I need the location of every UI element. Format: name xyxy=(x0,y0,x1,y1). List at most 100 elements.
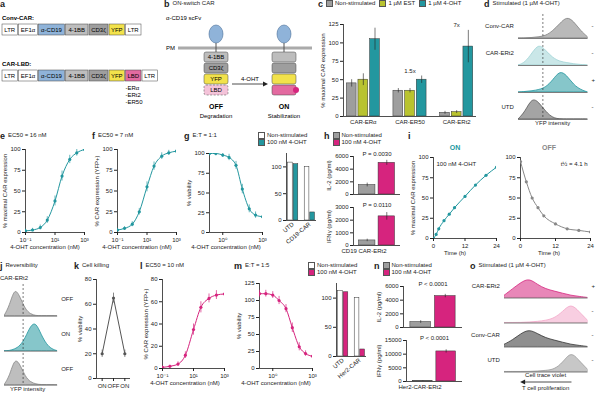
svg-text:ON: ON xyxy=(279,103,290,110)
svg-text:10⁻¹: 10⁻¹ xyxy=(20,237,32,243)
svg-text:10¹: 10¹ xyxy=(189,373,198,379)
svg-text:80: 80 xyxy=(85,276,92,282)
svg-text:10⁰: 10⁰ xyxy=(218,237,228,243)
svg-text:10⁻¹: 10⁻¹ xyxy=(112,237,124,243)
svg-text:LTR: LTR xyxy=(128,27,140,33)
svg-text:100: 100 xyxy=(10,146,21,152)
svg-text:P = 0.0030: P = 0.0030 xyxy=(362,151,392,157)
svg-text:10¹: 10¹ xyxy=(143,237,152,243)
svg-text:6000: 6000 xyxy=(385,283,399,289)
svg-text:P < 0.0001: P < 0.0001 xyxy=(420,335,450,341)
svg-text:-ERt2: -ERt2 xyxy=(126,92,142,98)
svg-text:25: 25 xyxy=(248,348,255,354)
svg-text:4-OHT: 4-OHT xyxy=(241,76,259,82)
svg-text:CD19-CAR: CD19-CAR xyxy=(285,221,312,245)
svg-text:CAR-LBD:: CAR-LBD: xyxy=(2,61,31,67)
svg-text:4000: 4000 xyxy=(385,297,399,303)
svg-text:50: 50 xyxy=(275,191,282,197)
svg-text:2000: 2000 xyxy=(335,179,349,185)
svg-text:50: 50 xyxy=(106,188,113,194)
svg-text:12: 12 xyxy=(462,243,469,249)
svg-text:YFP: YFP xyxy=(111,73,123,79)
svg-text:24: 24 xyxy=(587,243,594,249)
svg-text:IL-2 (pg/ml): IL-2 (pg/ml) xyxy=(326,160,332,191)
svg-text:100 nM 4-OHT: 100 nM 4-OHT xyxy=(437,161,477,167)
svg-text:50: 50 xyxy=(422,195,429,201)
svg-text:100: 100 xyxy=(418,154,429,160)
svg-text:40: 40 xyxy=(85,326,92,332)
svg-text:CD3ζ: CD3ζ xyxy=(209,65,224,71)
svg-text:4000: 4000 xyxy=(335,166,349,172)
svg-text:60: 60 xyxy=(85,301,92,307)
svg-text:UTD: UTD xyxy=(282,221,296,234)
svg-text:LBD: LBD xyxy=(210,87,222,93)
svg-text:0: 0 xyxy=(345,191,349,197)
svg-text:IL-2 (pg/ml): IL-2 (pg/ml) xyxy=(376,292,382,323)
svg-text:25: 25 xyxy=(422,215,429,221)
svg-text:0: 0 xyxy=(328,353,332,359)
svg-text:LTR: LTR xyxy=(4,73,16,79)
svg-text:0: 0 xyxy=(432,243,436,249)
svg-text:0: 0 xyxy=(251,365,255,371)
svg-text:50: 50 xyxy=(332,77,339,83)
svg-text:100: 100 xyxy=(102,146,113,152)
svg-text:% CAR expression (YFP+): % CAR expression (YFP+) xyxy=(143,288,149,359)
svg-text:% maximal CAR expression: % maximal CAR expression xyxy=(2,154,8,228)
svg-text:0: 0 xyxy=(109,229,113,235)
svg-text:α-CD19 scFv: α-CD19 scFv xyxy=(166,15,201,21)
svg-text:% viability: % viability xyxy=(186,180,192,207)
svg-text:75: 75 xyxy=(422,175,429,181)
svg-text:4-1BB: 4-1BB xyxy=(208,54,225,60)
svg-text:75: 75 xyxy=(14,167,21,173)
svg-text:100: 100 xyxy=(505,154,516,160)
svg-text:EF1α: EF1α xyxy=(21,27,36,33)
svg-text:EF1α: EF1α xyxy=(21,73,36,79)
svg-text:75: 75 xyxy=(248,314,255,320)
svg-text:1.5x: 1.5x xyxy=(404,68,415,74)
svg-text:10³: 10³ xyxy=(220,373,229,379)
svg-text:10000: 10000 xyxy=(385,351,402,357)
svg-text:4-1BB: 4-1BB xyxy=(68,73,85,79)
svg-text:75: 75 xyxy=(332,58,339,64)
svg-text:% viability: % viability xyxy=(236,313,242,340)
svg-text:125: 125 xyxy=(244,280,255,286)
svg-text:24: 24 xyxy=(493,243,500,249)
svg-text:-ERα: -ERα xyxy=(126,85,140,91)
svg-text:40: 40 xyxy=(151,321,158,327)
svg-text:25: 25 xyxy=(14,209,21,215)
svg-text:PM: PM xyxy=(166,45,175,51)
svg-text:IFNγ (pg/ml): IFNγ (pg/ml) xyxy=(326,210,332,243)
svg-text:10⁰: 10⁰ xyxy=(268,373,278,379)
svg-text:50: 50 xyxy=(509,195,516,201)
svg-text:75: 75 xyxy=(106,167,113,173)
svg-text:80: 80 xyxy=(151,276,158,282)
svg-text:% maximal CAR expression: % maximal CAR expression xyxy=(320,33,326,107)
svg-text:LTR: LTR xyxy=(144,73,156,79)
svg-text:50: 50 xyxy=(248,331,255,337)
svg-text:20: 20 xyxy=(85,351,92,357)
svg-text:0: 0 xyxy=(17,229,21,235)
svg-text:12: 12 xyxy=(552,243,559,249)
svg-text:0: 0 xyxy=(395,324,399,330)
svg-text:LBD: LBD xyxy=(127,73,139,79)
svg-text:0: 0 xyxy=(512,235,516,241)
svg-text:IFNγ (pg/ml): IFNγ (pg/ml) xyxy=(376,344,382,377)
svg-text:10³: 10³ xyxy=(172,237,181,243)
svg-text:0: 0 xyxy=(519,243,523,249)
svg-text:0: 0 xyxy=(335,113,339,119)
svg-text:100: 100 xyxy=(271,164,282,170)
svg-text:1000: 1000 xyxy=(335,230,349,236)
svg-text:Conv-CAR:: Conv-CAR: xyxy=(2,15,34,21)
svg-text:Degradation: Degradation xyxy=(200,113,233,119)
svg-text:2000: 2000 xyxy=(385,311,399,317)
svg-text:CD3ζ: CD3ζ xyxy=(91,73,106,79)
svg-text:10³: 10³ xyxy=(308,373,317,379)
svg-text:100: 100 xyxy=(194,150,205,156)
svg-text:OFF: OFF xyxy=(108,383,120,389)
svg-text:YFP: YFP xyxy=(111,27,123,33)
svg-text:25: 25 xyxy=(332,95,339,101)
svg-text:-ER50: -ER50 xyxy=(126,99,144,105)
svg-text:15000: 15000 xyxy=(385,337,402,343)
svg-text:P = 0.0110: P = 0.0110 xyxy=(363,202,392,208)
svg-text:25: 25 xyxy=(106,209,113,215)
